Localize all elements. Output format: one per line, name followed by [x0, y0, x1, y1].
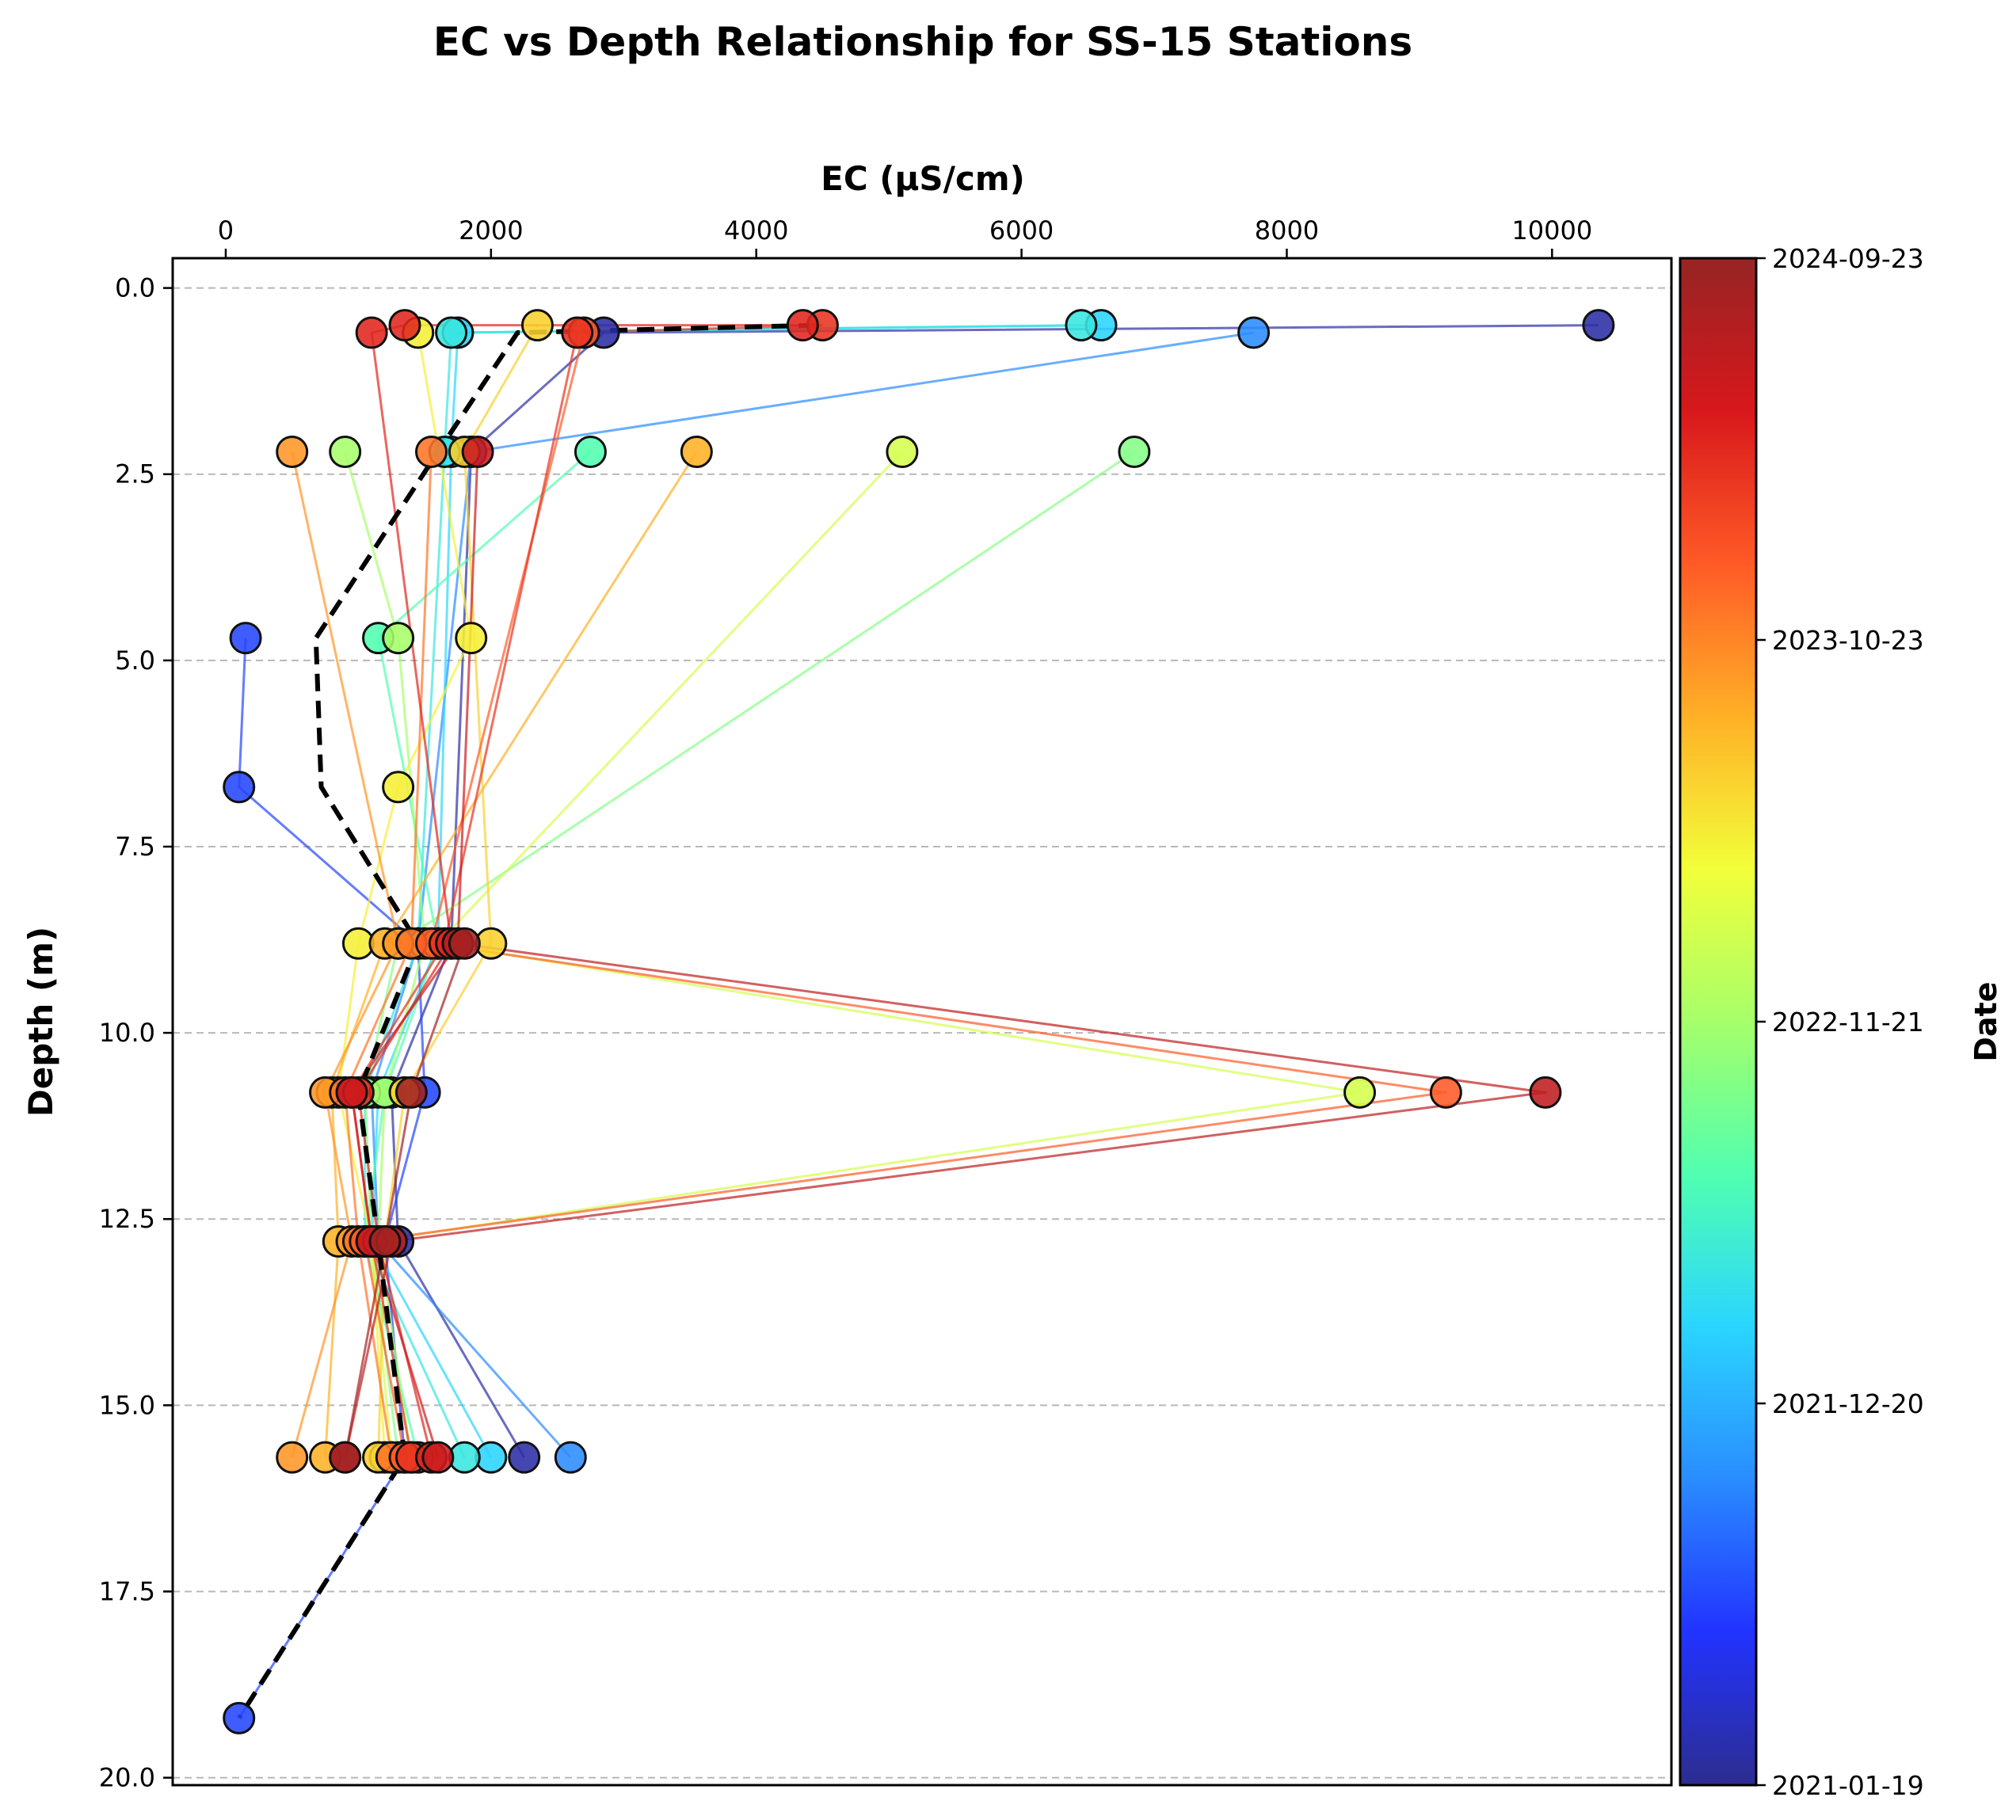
data-point	[520, 309, 554, 342]
colorbar	[1679, 257, 1758, 1787]
data-point	[394, 1076, 428, 1109]
data-point	[1343, 1076, 1377, 1109]
data-point	[1065, 309, 1098, 342]
median-profile-line	[237, 322, 817, 1719]
y-tick-label: 7.5	[115, 832, 155, 862]
x-axis-ticks: 0 2000 4000 6000 8000 10000	[218, 215, 1592, 258]
data-point	[1582, 309, 1615, 342]
series-line	[350, 324, 823, 1458]
colorbar-tick-label: 2024-09-23	[1772, 243, 1924, 274]
data-point	[455, 622, 488, 655]
data-point	[435, 316, 468, 349]
colorbar-tick-label: 2023-10-23	[1772, 625, 1924, 656]
y-tick-label: 17.5	[99, 1576, 155, 1606]
data-point	[786, 309, 819, 342]
series-line	[370, 324, 1102, 1458]
data-point	[414, 436, 448, 469]
data-point	[329, 1441, 362, 1474]
data-point	[335, 1076, 368, 1109]
data-point	[886, 436, 919, 469]
x-tick-label: 10000	[1511, 215, 1592, 246]
data-point	[448, 927, 481, 960]
data-point	[329, 436, 362, 469]
x-tick-label: 2000	[459, 215, 523, 246]
data-point	[1118, 436, 1151, 469]
data-point	[1237, 316, 1271, 349]
y-tick-label: 10.0	[99, 1018, 155, 1048]
data-point	[561, 316, 594, 349]
y-tick-label: 5.0	[115, 645, 155, 676]
colorbar-ticks: 2024-09-23 2023-10-23 2022-11-21 2021-12-20…	[1756, 243, 1924, 1801]
y-tick-label: 15.0	[99, 1390, 155, 1420]
data-point	[223, 771, 256, 804]
data-point	[574, 436, 607, 469]
data-point	[1529, 1076, 1562, 1109]
series-line	[364, 324, 1081, 1458]
data-point	[223, 1701, 256, 1734]
data-point	[382, 771, 415, 804]
y-tick-label: 12.5	[99, 1204, 155, 1234]
colorbar-tick-label: 2021-01-19	[1772, 1770, 1924, 1801]
x-tick-label: 4000	[724, 215, 788, 246]
data-point	[1429, 1076, 1462, 1109]
series-line	[364, 332, 1447, 1458]
median-profile	[237, 322, 817, 1719]
x-tick-label: 0	[218, 215, 234, 246]
x-tick-label: 6000	[989, 215, 1054, 246]
series-line	[390, 324, 1599, 1458]
series-line	[344, 942, 1547, 1458]
plot-frame	[171, 257, 1673, 1787]
y-tick-label: 2.5	[115, 459, 155, 489]
y-axis-label: Depth (m)	[21, 927, 60, 1117]
series-lines	[238, 324, 1599, 1719]
data-point	[388, 309, 421, 342]
series-line	[370, 331, 1254, 1459]
colorbar-tick-label: 2022-11-21	[1772, 1007, 1924, 1038]
chart-title: EC vs Depth Relationship for SS-15 Stati…	[433, 19, 1412, 65]
data-point	[355, 316, 388, 349]
series-points	[223, 309, 1615, 1734]
series-line	[370, 451, 1362, 1458]
data-point	[229, 622, 262, 655]
data-point	[421, 1441, 455, 1474]
y-axis-ticks: 0.0 2.5 5.0 7.5 10.0 12.5 15.0 17.5 20.0	[99, 273, 173, 1793]
data-point	[554, 1441, 587, 1474]
x-axis-label: EC (μS/cm)	[821, 159, 1025, 198]
series-line	[344, 942, 466, 1458]
colorbar-label: Date	[1968, 981, 2003, 1061]
data-point	[276, 436, 309, 469]
data-point	[276, 1441, 309, 1474]
y-tick-label: 0.0	[115, 273, 155, 303]
data-point	[508, 1441, 541, 1474]
data-point	[368, 1224, 402, 1258]
x-tick-label: 8000	[1255, 215, 1319, 246]
series-line	[377, 324, 539, 1458]
y-tick-label: 20.0	[99, 1763, 155, 1793]
data-point	[680, 436, 713, 469]
colorbar-tick-label: 2021-12-20	[1772, 1388, 1924, 1419]
data-point	[461, 436, 494, 469]
data-point	[382, 622, 415, 655]
